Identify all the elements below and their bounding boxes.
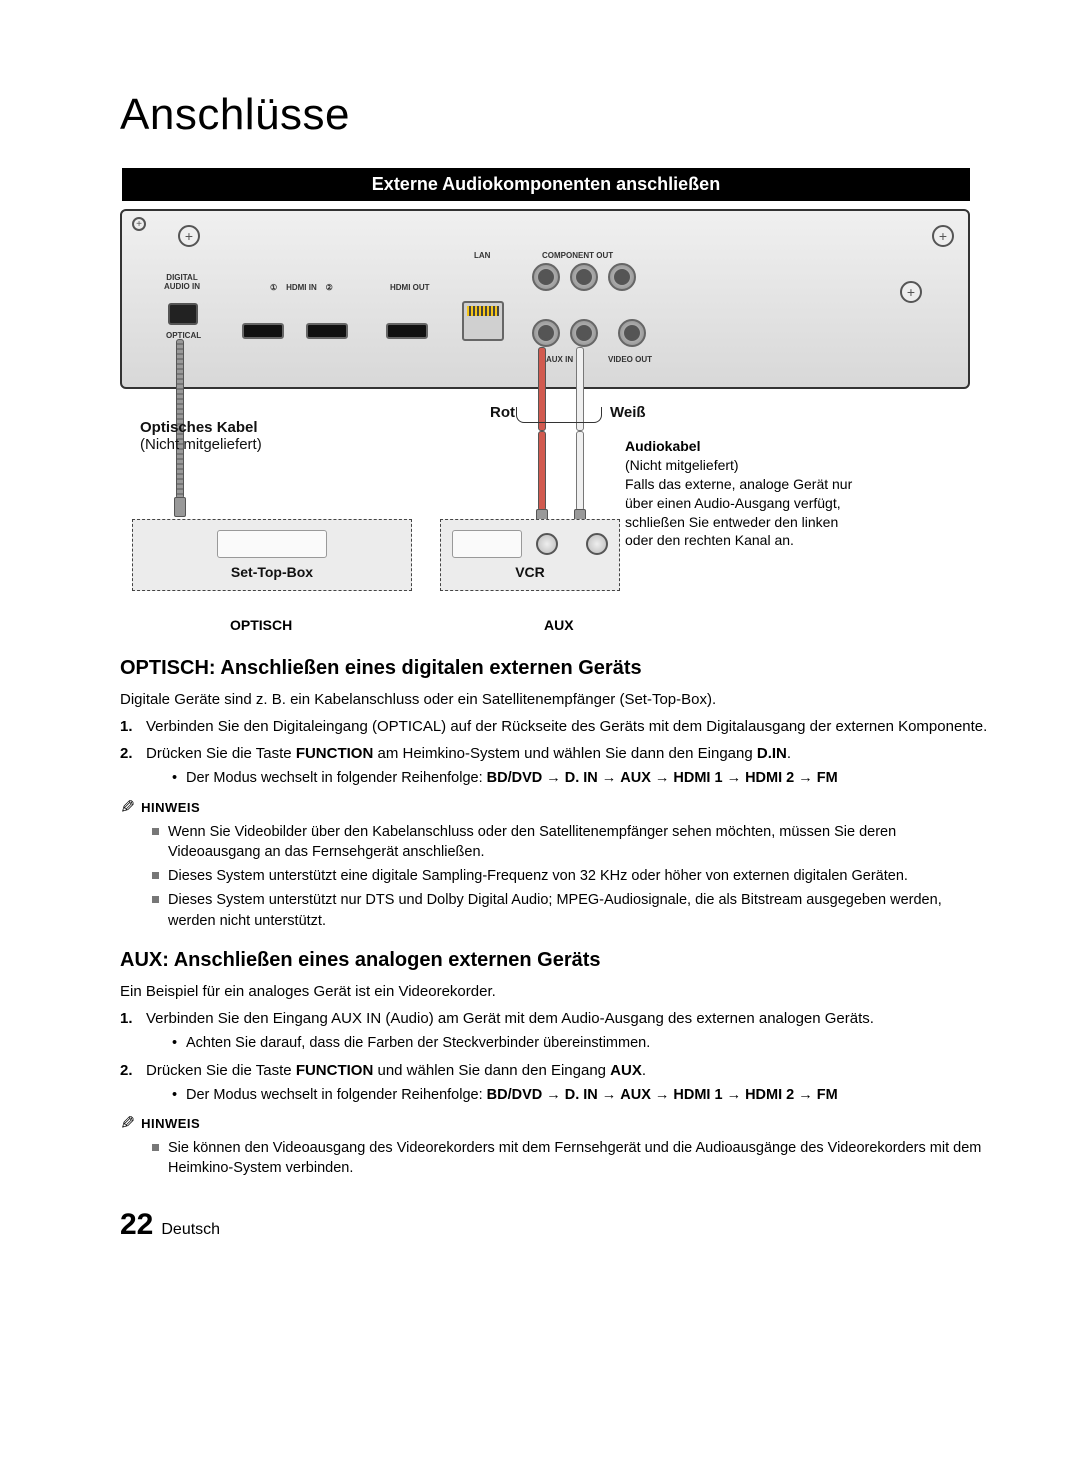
label-component-out: COMPONENT OUT [542, 251, 613, 260]
optisch-step-2: 2. Drücken Sie die Taste FUNCTION am Hei… [120, 743, 990, 788]
connection-diagram: + + + + DIGITAL AUDIO IN OPTICAL ① HDMI … [120, 209, 990, 639]
aux-steps: 1.Verbinden Sie den Eingang AUX IN (Audi… [120, 1008, 990, 1105]
note-icon: ✎ [120, 797, 135, 818]
heading-aux: AUX: Anschließen eines analogen externen… [120, 949, 990, 972]
optisch-note-1: Wenn Sie Videobilder über den Kabelansch… [152, 822, 990, 863]
page-footer: 22 Deutsch [120, 1208, 990, 1242]
optisch-step-1: 1.Verbinden Sie den Digitaleingang (OPTI… [120, 716, 990, 737]
aux-intro: Ein Beispiel für ein analoges Gerät ist … [120, 982, 990, 1002]
note-icon: ✎ [120, 1113, 135, 1134]
aux-step-1: 1.Verbinden Sie den Eingang AUX IN (Audi… [120, 1008, 990, 1053]
optisch-note-3: Dieses System unterstützt nur DTS und Do… [152, 890, 990, 931]
label-weiss: Weiß [610, 404, 646, 421]
aux-notes: Sie können den Videoausgang des Videorek… [120, 1138, 990, 1179]
label-aux-in: AUX IN [546, 355, 573, 364]
page-language: Deutsch [161, 1221, 220, 1239]
label-lan: LAN [474, 251, 490, 260]
label-optisch-under: OPTISCH [230, 617, 292, 633]
aux-step-2: 2. Drücken Sie die Taste FUNCTION und wä… [120, 1060, 990, 1105]
optisch-step-2-sub: Der Modus wechselt in folgender Reihenfo… [172, 768, 990, 788]
label-digital-audio-in: DIGITAL AUDIO IN [164, 273, 200, 291]
label-audiokabel: Audiokabel (Nicht mitgeliefert) Falls da… [625, 437, 855, 550]
label-aux-under: AUX [544, 617, 574, 633]
heading-optisch: OPTISCH: Anschließen eines digitalen ext… [120, 657, 990, 680]
aux-step-2-sub: Der Modus wechselt in folgender Reihenfo… [172, 1085, 990, 1105]
optisch-hinweis-header: ✎ HINWEIS [120, 797, 990, 818]
optisch-notes: Wenn Sie Videobilder über den Kabelansch… [120, 822, 990, 931]
aux-step-1-sub: Achten Sie darauf, dass die Farben der S… [172, 1033, 990, 1053]
device-settopbox: Set-Top-Box [132, 519, 412, 591]
label-optisches-kabel: Optisches Kabel (Nicht mitgeliefert) [140, 419, 262, 453]
page-title: Anschlüsse [120, 90, 990, 140]
label-hdmi-in: ① HDMI IN ② [270, 283, 333, 292]
optisch-intro: Digitale Geräte sind z. B. ein Kabelansc… [120, 690, 990, 710]
page-number: 22 [120, 1208, 153, 1242]
aux-note-1: Sie können den Videoausgang des Videorek… [152, 1138, 990, 1179]
label-rot: Rot [490, 404, 515, 421]
optisch-steps: 1.Verbinden Sie den Digitaleingang (OPTI… [120, 716, 990, 788]
label-optical: OPTICAL [166, 331, 201, 340]
section-banner: Externe Audiokomponenten anschließen [122, 168, 970, 201]
device-vcr: VCR [440, 519, 620, 591]
optisch-note-2: Dieses System unterstützt eine digitale … [152, 866, 990, 886]
aux-hinweis-header: ✎ HINWEIS [120, 1113, 990, 1134]
label-hdmi-out: HDMI OUT [390, 283, 430, 292]
label-video-out: VIDEO OUT [608, 355, 652, 364]
